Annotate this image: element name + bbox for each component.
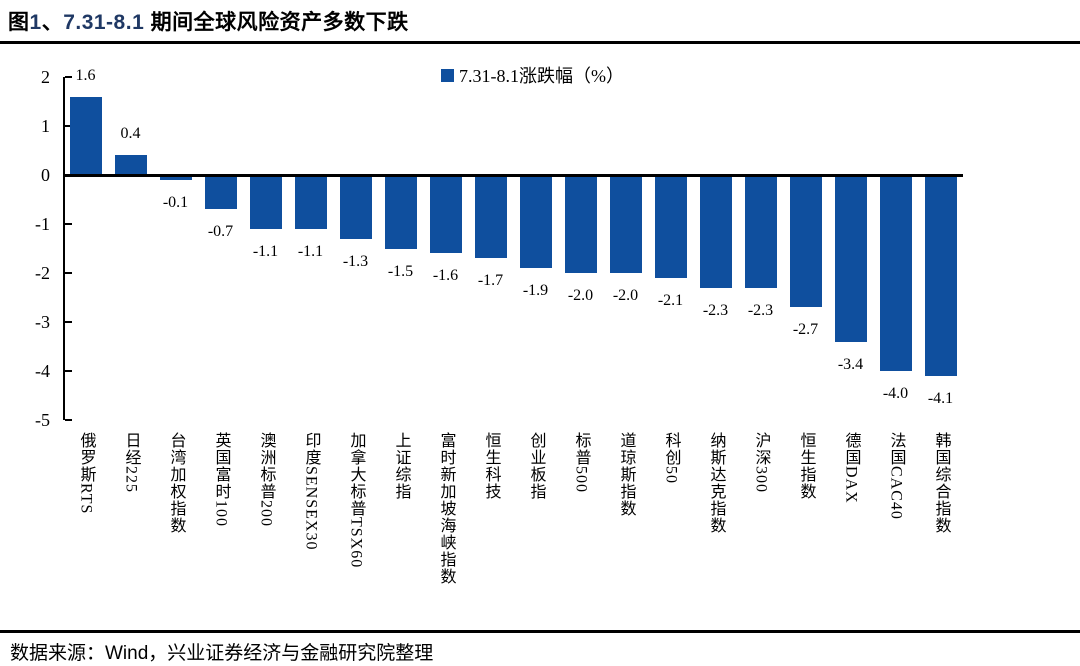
bar-value-label: -1.5 [387, 263, 414, 280]
bar-value-label: -1.7 [477, 272, 504, 289]
bar [654, 175, 687, 278]
chart-title: 图1、7.31-8.1 期间全球风险资产多数下跌 [8, 6, 409, 36]
category-label: 富时新加坡海峡指数 [437, 432, 455, 585]
category-label: 上证综指 [392, 432, 410, 500]
bar [249, 175, 282, 229]
category-label: 俄罗斯RTS [77, 432, 95, 515]
category-label: 德国DAX [842, 432, 860, 504]
bar-value-label: -2.3 [747, 302, 774, 319]
y-tick-label: 0 [41, 165, 50, 185]
category-label: 韩国综合指数 [932, 432, 950, 534]
category-label: 法国CAC40 [887, 432, 905, 520]
bar [114, 155, 147, 175]
bar-value-label: -4.1 [927, 390, 954, 407]
title-segment: 、 [41, 11, 64, 34]
bar-value-label: 1.6 [75, 67, 96, 84]
category-label: 澳洲标普200 [257, 432, 275, 527]
category-label: 标普500 [572, 432, 590, 493]
bar [384, 175, 417, 249]
bar [204, 175, 237, 209]
bar [564, 175, 597, 273]
y-tick-label: -2 [35, 263, 50, 283]
title-rule [0, 41, 1080, 44]
y-axis-tick [65, 125, 72, 127]
category-label: 台湾加权指数 [167, 432, 185, 534]
bar [69, 97, 102, 175]
source-note: 数据来源：Wind，兴业证券经济与金融研究院整理 [10, 643, 434, 664]
bar-value-label: -1.3 [342, 253, 369, 270]
title-segment: 7.31-8.1 [63, 11, 145, 34]
bar-value-label: -2.0 [612, 287, 639, 304]
legend: 7.31-8.1涨跌幅（%） [441, 62, 624, 88]
category-label: 加拿大标普TSX60 [347, 432, 365, 569]
y-tick-label: -3 [35, 312, 50, 332]
y-axis-tick [65, 76, 72, 78]
y-tick-label: 1 [41, 116, 50, 136]
zero-axis-line [63, 174, 963, 177]
y-tick-label: 2 [41, 67, 50, 87]
bar [519, 175, 552, 268]
category-label: 沪深300 [752, 432, 770, 493]
bar-value-label: -0.1 [162, 194, 189, 211]
bar-value-label: 0.4 [120, 125, 141, 142]
legend-label: 7.31-8.1涨跌幅（%） [459, 66, 624, 86]
category-label: 日经225 [122, 432, 140, 493]
y-axis-tick [65, 223, 72, 225]
bar [744, 175, 777, 288]
bar-value-label: -2.0 [567, 287, 594, 304]
category-label: 恒生科技 [482, 432, 500, 500]
bar [339, 175, 372, 239]
y-axis-line [63, 77, 65, 420]
bar-value-label: -1.9 [522, 282, 549, 299]
category-label: 印度SENSEX30 [302, 432, 320, 551]
bar-value-label: -3.4 [837, 356, 864, 373]
bar-value-label: -2.3 [702, 302, 729, 319]
category-label: 英国富时100 [212, 432, 230, 527]
title-segment: 图 [8, 11, 30, 34]
y-axis-tick [65, 321, 72, 323]
bar [924, 175, 957, 376]
plot-area: 1.6 0.4 -0.1 -0.7 -1.1 -1.1 -1.3 -1.5 -1.6 -1.7 -1… [63, 67, 963, 421]
category-label: 恒生指数 [797, 432, 815, 500]
bar-value-label: -2.7 [792, 321, 819, 338]
bar [474, 175, 507, 258]
category-label: 科创50 [662, 432, 680, 484]
y-tick-label: -1 [35, 214, 50, 234]
bar [879, 175, 912, 371]
bar [609, 175, 642, 273]
legend-marker-icon [441, 68, 454, 82]
bar-value-label: -4.0 [882, 385, 909, 402]
bar [429, 175, 462, 253]
bar-value-label: -1.1 [252, 243, 279, 260]
title-segment: 1 [29, 11, 42, 34]
y-tick-label: -5 [35, 410, 50, 430]
y-tick-label: -4 [35, 361, 50, 381]
y-axis-tick [65, 272, 72, 274]
y-axis-tick [65, 419, 72, 421]
footer-rule [0, 630, 1080, 633]
bar-value-label: -1.1 [297, 243, 324, 260]
category-label: 创业板指 [527, 432, 545, 500]
bar-value-label: -0.7 [207, 223, 234, 240]
category-label: 纳斯达克指数 [707, 432, 725, 534]
y-axis-tick [65, 370, 72, 372]
bar-value-label: -2.1 [657, 292, 684, 309]
bar-value-label: -1.6 [432, 267, 459, 284]
bar [699, 175, 732, 288]
bar [834, 175, 867, 342]
bar [789, 175, 822, 307]
title-segment: 期间全球风险资产多数下跌 [144, 11, 409, 34]
category-label: 道琼斯指数 [617, 432, 635, 517]
bar [159, 175, 192, 180]
bar [294, 175, 327, 229]
